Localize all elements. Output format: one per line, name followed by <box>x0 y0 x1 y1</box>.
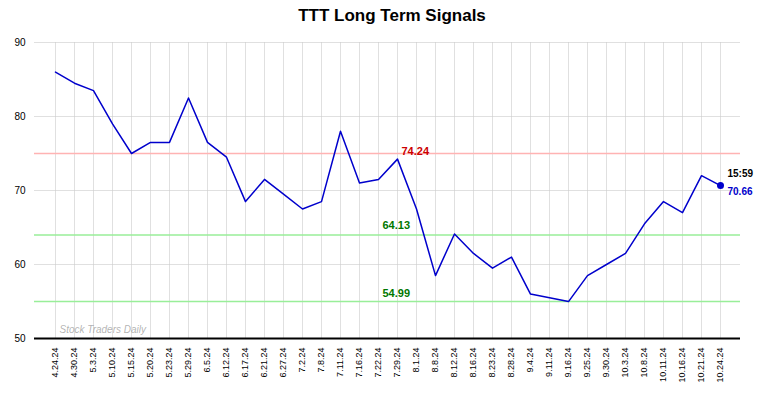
svg-text:9.11.24: 9.11.24 <box>544 348 554 377</box>
svg-text:5.15.24: 5.15.24 <box>126 348 136 378</box>
svg-text:8.8.24: 8.8.24 <box>430 348 440 373</box>
svg-text:90: 90 <box>14 37 26 48</box>
svg-text:4.24.24: 4.24.24 <box>50 348 60 378</box>
svg-text:8.28.24: 8.28.24 <box>506 348 516 378</box>
svg-text:5.23.24: 5.23.24 <box>164 348 174 378</box>
svg-text:6.21.24: 6.21.24 <box>259 348 269 378</box>
svg-text:6.17.24: 6.17.24 <box>240 348 250 378</box>
svg-text:7.22.24: 7.22.24 <box>373 348 383 378</box>
svg-text:10.8.24: 10.8.24 <box>639 348 649 378</box>
svg-text:5.3.24: 5.3.24 <box>88 348 98 373</box>
svg-text:10.21.24: 10.21.24 <box>696 348 706 383</box>
svg-text:8.16.24: 8.16.24 <box>468 348 478 378</box>
svg-text:4.30.24: 4.30.24 <box>69 348 79 378</box>
svg-text:70.66: 70.66 <box>728 186 753 197</box>
svg-text:7.2.24: 7.2.24 <box>297 348 307 373</box>
svg-text:9.30.24: 9.30.24 <box>601 348 611 378</box>
svg-text:9.25.24: 9.25.24 <box>582 348 592 378</box>
svg-text:5.10.24: 5.10.24 <box>107 348 117 378</box>
svg-text:5.20.24: 5.20.24 <box>145 348 155 378</box>
svg-text:8.12.24: 8.12.24 <box>449 348 459 378</box>
svg-text:Stock Traders Daily: Stock Traders Daily <box>60 324 148 335</box>
html-text:TTT Long Term Signals: TTT Long Term Signals <box>298 6 486 25</box>
svg-text:50: 50 <box>14 333 26 344</box>
svg-text:10.3.24: 10.3.24 <box>620 348 630 378</box>
svg-text:7.29.24: 7.29.24 <box>392 348 402 378</box>
svg-text:6.12.24: 6.12.24 <box>221 348 231 378</box>
svg-text:6.5.24: 6.5.24 <box>202 348 212 373</box>
svg-text:10.11.24: 10.11.24 <box>658 348 668 382</box>
svg-text:8.23.24: 8.23.24 <box>487 348 497 378</box>
svg-text:7.16.24: 7.16.24 <box>354 348 364 378</box>
svg-text:8.1.24: 8.1.24 <box>411 348 421 373</box>
svg-text:64.13: 64.13 <box>383 219 411 231</box>
svg-text:7.11.24: 7.11.24 <box>335 348 345 377</box>
svg-text:80: 80 <box>14 111 26 122</box>
svg-text:70: 70 <box>14 185 26 196</box>
svg-text:10.24.24: 10.24.24 <box>715 348 725 383</box>
svg-text:15:59: 15:59 <box>728 168 754 179</box>
svg-text:9.16.24: 9.16.24 <box>563 348 573 378</box>
svg-text:54.99: 54.99 <box>383 287 411 299</box>
svg-text:74.24: 74.24 <box>402 145 430 157</box>
svg-text:7.8.24: 7.8.24 <box>316 348 326 373</box>
svg-text:60: 60 <box>14 259 26 270</box>
svg-text:10.16.24: 10.16.24 <box>677 348 687 383</box>
svg-text:9.4.24: 9.4.24 <box>525 348 535 373</box>
svg-text:5.29.24: 5.29.24 <box>183 348 193 378</box>
svg-text:6.27.24: 6.27.24 <box>278 348 288 378</box>
